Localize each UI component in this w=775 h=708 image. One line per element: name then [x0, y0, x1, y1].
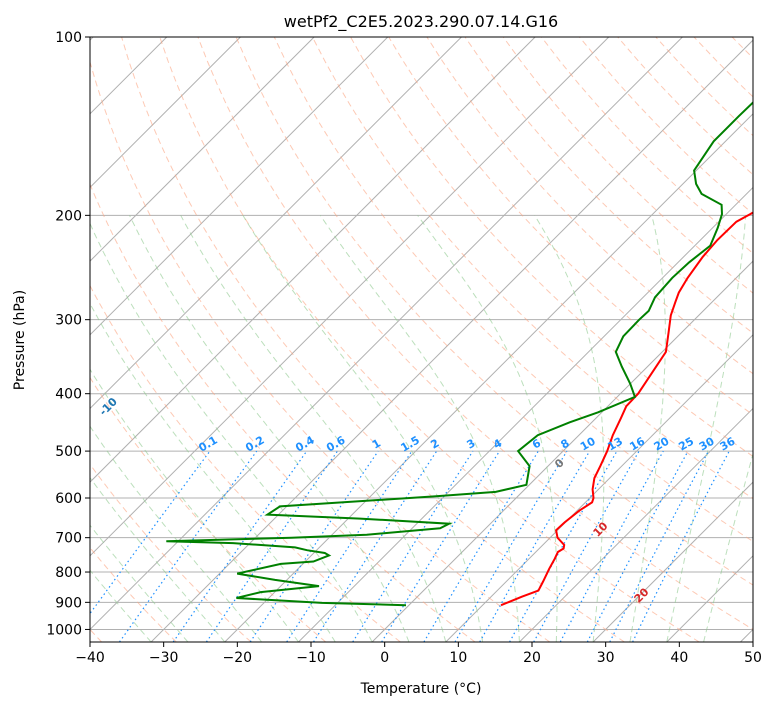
chart-title: wetPf2_C2E5.2023.290.07.14.G16 [284, 12, 558, 32]
dry-adiabat-label: -20 [26, 373, 49, 396]
moist-adiabat-label: 10 [591, 519, 611, 539]
y-tick-label: 800 [55, 565, 82, 581]
moist-adiabat-line [417, 215, 558, 642]
mixing-ratio-line [352, 450, 474, 642]
isotherm-line [740, 628, 753, 642]
mixing-ratio-line [286, 450, 413, 642]
isotherm-line [519, 407, 753, 642]
isotherm-line [90, 37, 683, 631]
x-tick-label: 50 [744, 650, 762, 666]
mixing-ratio-line [559, 450, 664, 642]
dry-adiabat-line [541, 37, 753, 254]
mixing-ratio-line [381, 450, 501, 642]
isotherm-line [371, 260, 753, 642]
moist-adiabat-line [703, 452, 753, 642]
isotherm-line [592, 481, 753, 642]
profile-series-1 [166, 101, 753, 607]
mixing-ratio-label: 4 [491, 436, 504, 451]
dry-adiabat-line [90, 376, 327, 642]
dry-adiabat-line [90, 60, 551, 642]
dry-adiabat-line [197, 37, 753, 630]
x-tick-label: −10 [296, 650, 326, 666]
profile-series-0 [500, 211, 753, 607]
mixing-ratio-line [586, 450, 689, 642]
dry-adiabat-line [159, 37, 700, 642]
mixing-ratio-line [119, 450, 258, 642]
dry-adiabat-line [273, 37, 753, 543]
moist-adiabat-label: 0 [552, 456, 567, 471]
isotherm-line [445, 334, 753, 642]
isotherm-line [90, 37, 389, 336]
dry-adiabat-line [579, 37, 753, 215]
x-tick-label: 0 [380, 650, 389, 666]
x-tick-label: −30 [149, 650, 179, 666]
mixing-ratio-line [423, 450, 539, 642]
y-tick-label: 700 [55, 531, 82, 547]
x-tick-label: 40 [670, 650, 688, 666]
plot-frame [89, 36, 754, 643]
dry-adiabat-line [121, 37, 625, 642]
x-axis-label: Temperature (°C) [360, 681, 482, 697]
moist-adiabat-line [90, 302, 336, 642]
x-tick-label: 10 [449, 650, 467, 666]
y-tick-label: 600 [55, 491, 82, 507]
moist-adiabat-line [666, 215, 747, 642]
moist-adiabat-line [90, 524, 189, 642]
y-tick-label: 300 [55, 313, 82, 329]
mixing-ratio-line [172, 450, 308, 642]
isotherm-line [224, 113, 753, 642]
dry-adiabat-line [311, 37, 753, 500]
dry-adiabat-line [770, 37, 775, 642]
y-tick-label: 200 [55, 208, 82, 224]
moist-adiabat-line [90, 425, 262, 642]
dry-adiabat-line [235, 37, 753, 586]
y-axis-label: Pressure (hPa) [12, 290, 28, 390]
y-tick-label: 500 [55, 444, 82, 460]
x-tick-label: −40 [75, 650, 105, 666]
x-tick-label: 30 [597, 650, 615, 666]
isotherm-line [150, 39, 753, 642]
dry-adiabat-line [693, 37, 753, 98]
dry-adiabat-line [90, 463, 252, 642]
mixing-ratio-line [454, 450, 568, 642]
dry-adiabat-line [350, 37, 753, 458]
y-tick-label: 100 [55, 30, 82, 46]
moist-adiabat-line [180, 215, 447, 642]
isotherm-line [90, 37, 610, 557]
isotherm-line [666, 555, 753, 642]
isotherm-line [90, 37, 315, 262]
dry-adiabat-line [90, 182, 476, 642]
dry-adiabat-line [90, 284, 401, 642]
moist-adiabat-line [319, 215, 520, 642]
x-tick-label: 20 [523, 650, 541, 666]
mixing-ratio-line [312, 450, 438, 642]
moist-adiabat-line [90, 368, 299, 642]
mixing-ratio-line [249, 450, 379, 642]
isotherm-line [90, 37, 462, 410]
moist-adiabat-line [534, 215, 605, 642]
axis-ticks: −40 −30 −20 −10 0 10 20 30 40 5010020030040050060… [46, 30, 762, 666]
profile-lines [166, 101, 753, 607]
dry-adiabat-line [617, 37, 753, 176]
dry-adiabat-line [502, 37, 753, 294]
dry-adiabat-line [655, 37, 753, 137]
dry-adiabat-line [388, 37, 753, 416]
mixing-ratio-line [205, 450, 338, 642]
moist-adiabat-line [90, 222, 373, 642]
isotherm-line [90, 37, 241, 189]
moist-adiabat-line [90, 476, 226, 642]
mixing-ratio-line [533, 450, 640, 642]
mixing-ratio-line [632, 450, 730, 642]
mixing-ratio-label: 2 [428, 437, 441, 452]
y-tick-label: 900 [55, 595, 82, 611]
x-tick-label: −20 [223, 650, 253, 666]
mixing-ratio-label: 6 [530, 436, 543, 451]
isotherm-line [90, 37, 536, 483]
background-lines [90, 37, 775, 642]
y-tick-label: 1000 [46, 622, 82, 638]
y-tick-label: 400 [55, 387, 82, 403]
